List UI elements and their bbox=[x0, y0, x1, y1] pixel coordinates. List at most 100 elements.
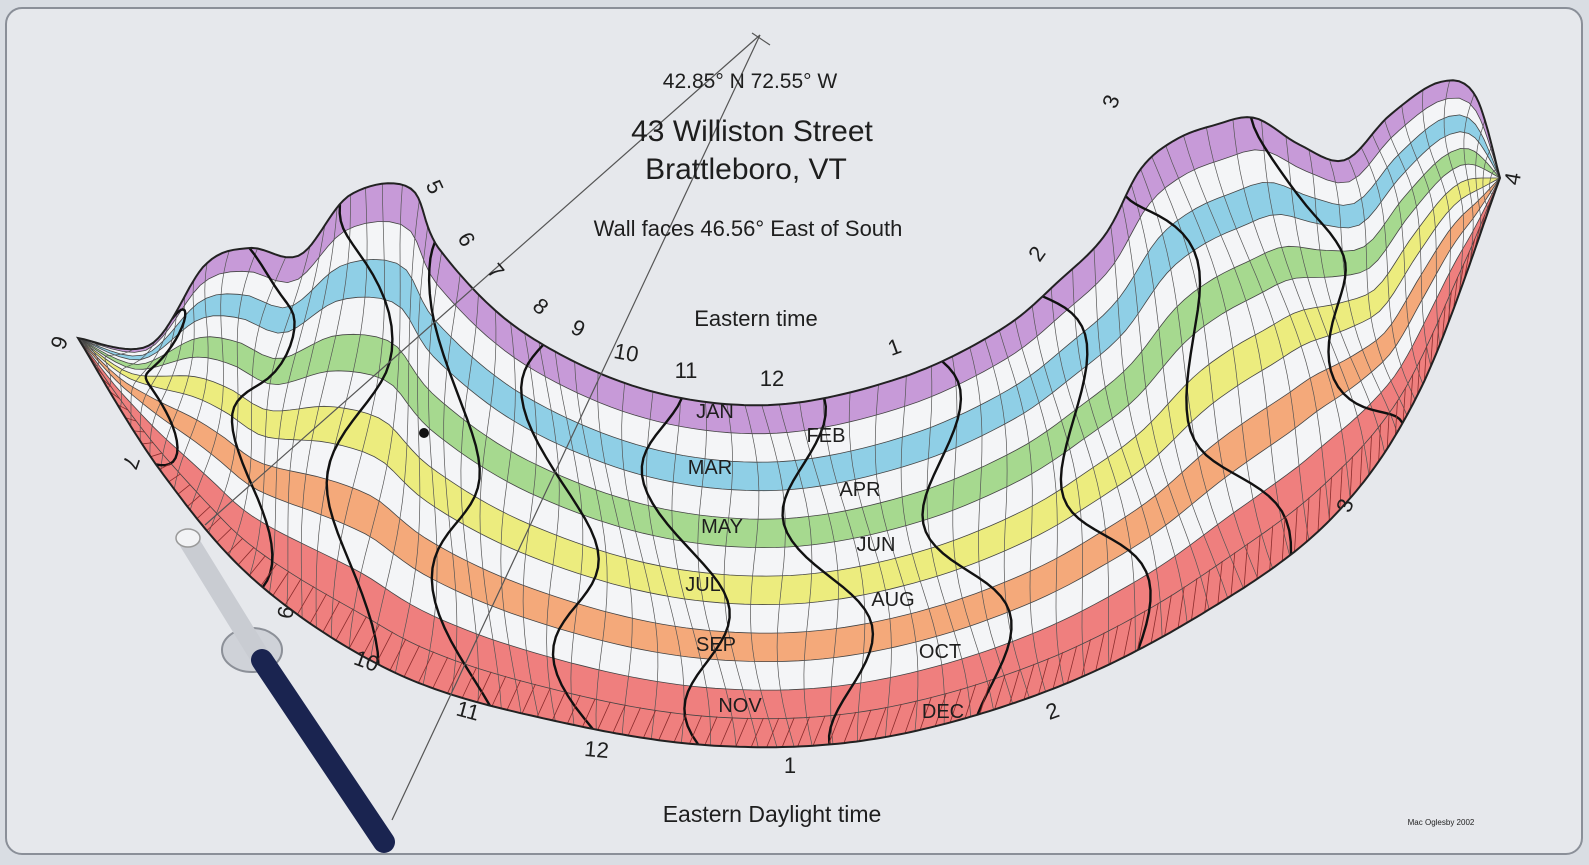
hatch-line bbox=[322, 601, 341, 633]
hatch-line bbox=[309, 593, 327, 624]
time-line bbox=[952, 356, 994, 710]
date-line bbox=[78, 97, 1500, 435]
month-label-aug: AUG bbox=[871, 589, 914, 611]
hatch-line bbox=[249, 555, 266, 576]
time-line bbox=[395, 226, 429, 673]
hatch-line bbox=[1095, 632, 1105, 671]
hatch-line bbox=[417, 651, 434, 683]
date-line bbox=[78, 177, 1500, 634]
hour-line bbox=[921, 360, 1013, 716]
hatch-line bbox=[689, 715, 703, 744]
hatch-line bbox=[1177, 586, 1185, 629]
lower-hour-1: 1 bbox=[784, 753, 796, 778]
orientation-text: Wall faces 46.56° East of South bbox=[594, 216, 903, 241]
time-line bbox=[1443, 80, 1464, 293]
hatch-line bbox=[1394, 400, 1398, 436]
coordinates-text: 42.85° N 72.55° W bbox=[663, 70, 838, 93]
hatch-line bbox=[272, 571, 290, 596]
hour-line bbox=[781, 397, 875, 745]
hatch-line bbox=[1123, 617, 1132, 658]
time-line bbox=[538, 342, 560, 722]
hatch-line bbox=[227, 537, 244, 555]
time-line bbox=[1121, 203, 1210, 610]
hatch-line bbox=[673, 713, 687, 743]
time-line bbox=[1371, 134, 1424, 385]
time-line bbox=[998, 330, 1046, 692]
hatch-line bbox=[658, 711, 672, 741]
upper-hour-11: 11 bbox=[675, 358, 698, 383]
date-line bbox=[78, 177, 1500, 606]
time-line bbox=[269, 225, 326, 593]
time-line bbox=[348, 184, 403, 649]
hatch-line bbox=[375, 631, 393, 664]
hatch-line bbox=[1410, 373, 1414, 409]
hatch-line bbox=[627, 707, 641, 736]
hatch-line bbox=[1294, 507, 1298, 552]
hatch-line bbox=[362, 624, 380, 657]
hatch-line bbox=[812, 715, 826, 746]
time-line bbox=[926, 366, 972, 717]
hatch-line bbox=[447, 662, 463, 694]
hatch-line bbox=[1281, 516, 1286, 562]
hour-line bbox=[1042, 295, 1152, 651]
hatch-line bbox=[506, 680, 521, 711]
hatch-line bbox=[567, 694, 581, 724]
month-label-mar: MAR bbox=[688, 457, 732, 479]
month-band bbox=[78, 80, 1500, 434]
time-line bbox=[697, 401, 737, 747]
month-label-jan: JAN bbox=[696, 401, 734, 423]
time-line bbox=[1347, 158, 1408, 416]
time-line bbox=[500, 323, 522, 714]
hatch-line bbox=[476, 671, 492, 703]
time-line bbox=[900, 375, 945, 725]
time-line bbox=[1093, 248, 1163, 638]
hatch-line bbox=[141, 442, 154, 445]
hatch-line bbox=[216, 527, 232, 543]
time-line bbox=[874, 384, 919, 732]
hatch-line bbox=[843, 711, 857, 744]
hatch-line bbox=[1243, 543, 1248, 588]
upper-hour-12: 12 bbox=[760, 366, 784, 391]
hatch-line bbox=[1339, 466, 1343, 510]
time-line bbox=[522, 333, 539, 718]
hatch-line bbox=[1386, 412, 1390, 449]
time-line bbox=[1463, 93, 1475, 264]
hatch-line bbox=[1109, 625, 1119, 665]
time-line bbox=[984, 338, 1030, 698]
time-line bbox=[1285, 136, 1370, 476]
hatch-line bbox=[403, 645, 420, 677]
upper-hour-10: 10 bbox=[612, 338, 640, 367]
lower-hour-4: 4 bbox=[1499, 170, 1526, 186]
hatch-line bbox=[461, 667, 477, 699]
month-band bbox=[78, 178, 1500, 634]
time-line bbox=[1489, 163, 1498, 195]
time-line bbox=[87, 343, 107, 366]
hatch-line bbox=[1164, 594, 1172, 636]
time-line bbox=[554, 351, 584, 726]
hatch-line bbox=[432, 657, 449, 689]
time-line bbox=[1165, 145, 1273, 569]
hatch-line bbox=[260, 563, 278, 587]
hatch-line bbox=[150, 452, 163, 458]
hatch-line bbox=[994, 674, 1006, 710]
hatch-line bbox=[766, 717, 780, 748]
hatch-line bbox=[781, 717, 795, 748]
hatch-line bbox=[1217, 560, 1223, 605]
hatch-line bbox=[206, 516, 222, 531]
hatch-line bbox=[949, 688, 962, 723]
time-line bbox=[1206, 127, 1310, 540]
hatch-line bbox=[117, 404, 129, 411]
month-label-apr: APR bbox=[839, 479, 880, 501]
time-line bbox=[1050, 288, 1110, 665]
gnomon-upper bbox=[178, 530, 272, 670]
lower-hour-12: 12 bbox=[583, 736, 610, 763]
hatch-line bbox=[1066, 645, 1078, 684]
month-band bbox=[78, 178, 1500, 691]
time-line bbox=[286, 207, 338, 607]
hatch-line bbox=[1369, 435, 1372, 475]
hatch-line bbox=[237, 546, 255, 566]
hatch-line bbox=[735, 717, 749, 747]
time-line bbox=[208, 248, 258, 533]
hatch-line bbox=[597, 701, 611, 731]
